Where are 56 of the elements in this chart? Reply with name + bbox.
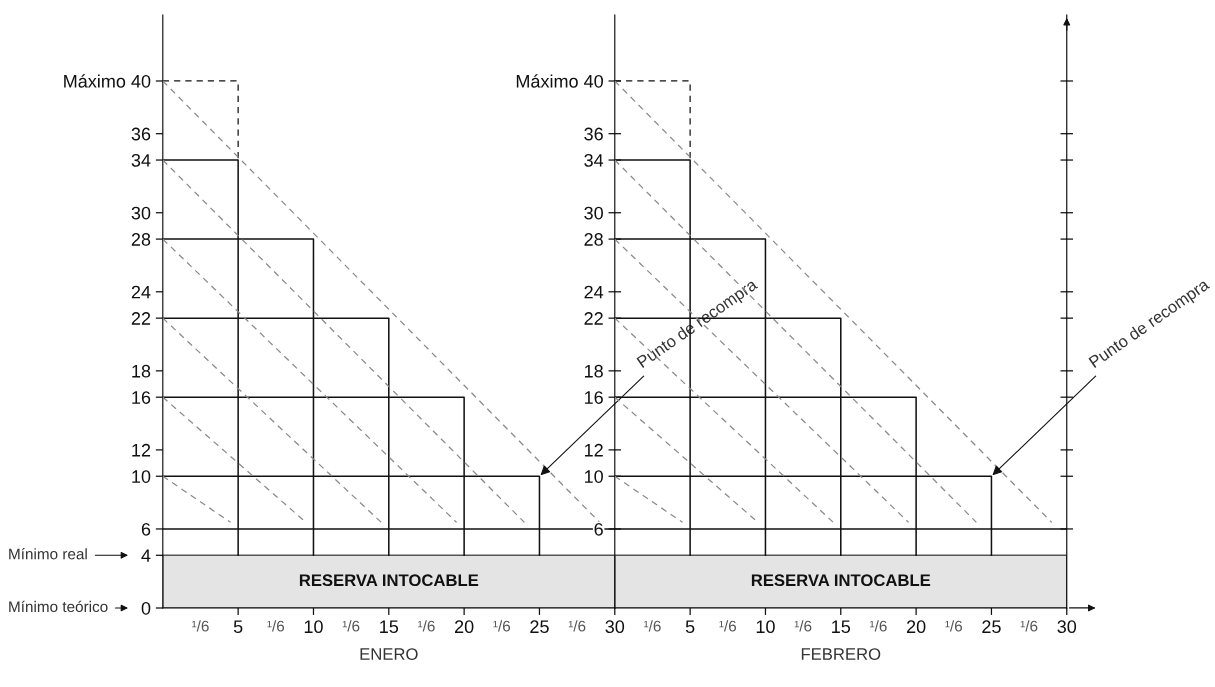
- x-tick-label: 15: [832, 620, 851, 634]
- y-tick-label: 10: [584, 470, 603, 483]
- text: ¹/6: [1020, 620, 1038, 632]
- text: Mínimo real: [9, 547, 87, 560]
- y-tick-label: 12: [132, 443, 151, 457]
- text: ¹/6: [644, 620, 661, 632]
- y-tick-label: 18: [584, 364, 603, 378]
- x-axis-title: FEBRERO: [801, 648, 881, 660]
- text: ¹/6: [418, 620, 435, 632]
- y-tick-label: 36: [584, 127, 603, 141]
- y-tick-label: 28: [131, 233, 151, 246]
- text: ¹/6: [945, 620, 963, 632]
- y-tick-label: 22: [584, 312, 603, 325]
- y-tick-label: 24: [131, 285, 151, 299]
- x-tick-label: 30: [605, 620, 625, 634]
- x-tick-label: 20: [906, 620, 926, 634]
- y-tick-label: 6: [141, 522, 151, 536]
- y-tick-label: 12: [584, 443, 603, 457]
- text: Mínimo teórico: [9, 600, 108, 613]
- y-tick-label: 16: [132, 391, 151, 404]
- x-tick-label: 20: [455, 620, 474, 634]
- y-tick-label: 36: [131, 127, 151, 141]
- text: ¹/6: [719, 620, 737, 632]
- text: ¹/6: [493, 620, 511, 632]
- band-label: RESERVA INTOCABLE: [299, 574, 479, 587]
- y-tick-label: 10: [132, 470, 151, 483]
- y-tick-label: Máximo 40: [64, 74, 151, 88]
- y-tick-label: Máximo 40: [516, 74, 603, 88]
- y-tick-label: 28: [584, 233, 603, 246]
- y-tick-label: 34: [584, 153, 604, 167]
- x-tick-label: 10: [756, 620, 775, 634]
- x-tick-label: 5: [233, 620, 243, 634]
- x-tick-label: 5: [685, 620, 695, 634]
- text: ¹/6: [267, 620, 285, 632]
- y-tick-label: 0: [141, 601, 151, 615]
- y-tick-label: 24: [584, 285, 604, 299]
- y-tick-label: 18: [132, 364, 151, 378]
- text: ¹/6: [568, 620, 586, 632]
- y-tick-label: 34: [131, 153, 151, 167]
- y-tick-label: 16: [584, 391, 603, 404]
- y-tick-label: 22: [131, 312, 151, 325]
- text: ¹/6: [192, 620, 209, 632]
- x-tick-label: 25: [982, 620, 1001, 634]
- text: ¹/6: [870, 620, 887, 632]
- y-tick-label: 4: [141, 549, 151, 562]
- x-tick-label: 25: [530, 620, 549, 634]
- y-tick-label: 30: [131, 206, 151, 220]
- text: ¹/6: [794, 620, 812, 632]
- x-tick-label: 30: [1057, 620, 1077, 634]
- band-label: RESERVA INTOCABLE: [751, 574, 931, 587]
- x-tick-label: 10: [304, 620, 323, 634]
- x-axis-title: ENERO: [360, 648, 418, 660]
- text: ¹/6: [342, 620, 360, 632]
- x-tick-label: 15: [380, 620, 399, 634]
- y-tick-label: 30: [584, 206, 603, 220]
- y-tick-label: 6: [594, 522, 603, 536]
